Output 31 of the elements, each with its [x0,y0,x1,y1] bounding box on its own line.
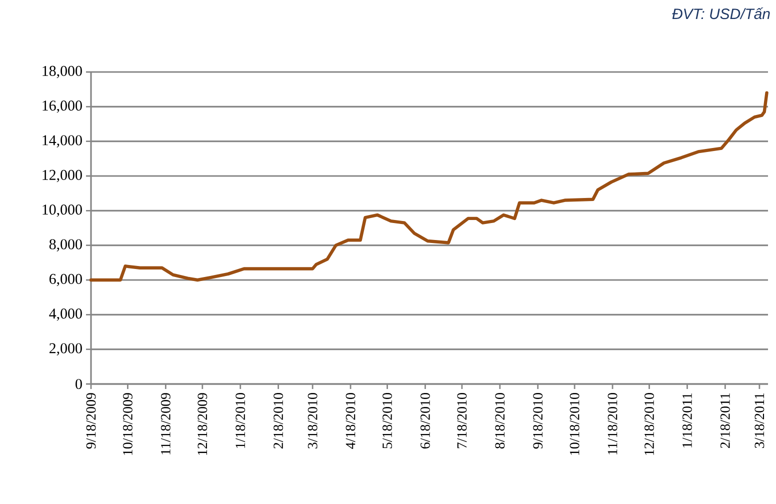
y-tick-label: 12,000 [42,170,82,182]
x-tick-label: 12/18/2009 [198,393,208,455]
x-tick-label: 3/18/2010 [308,393,318,448]
text: ĐVT: USD/Tấn [672,8,770,20]
y-tick-label: 0 [76,378,82,390]
x-tick-label: 2/18/2010 [274,393,284,448]
x-tick-label: 10/18/2010 [570,393,580,455]
x-tick-label: 4/18/2010 [346,393,356,449]
x-tick-label: 11/18/2010 [608,393,618,454]
x-tick-label: 8/18/2010 [495,393,505,449]
x-tick-label: 7/18/2010 [457,393,467,448]
x-tick-label: 10/18/2009 [123,393,132,455]
y-tick-label: 4,000 [49,308,82,321]
x-tick-label: 2/18/2011 [720,393,730,448]
x-tick-label: 1/18/2010 [236,393,246,448]
y-tick-label: 16,000 [42,100,82,113]
x-tick-label: 6/18/2010 [420,393,430,448]
x-tick-label: 5/18/2010 [382,393,392,448]
y-tick-label: 6,000 [49,274,82,286]
x-tick-label: 12/18/2010 [644,393,654,455]
x-tick-label: 9/18/2010 [533,393,543,449]
y-tick-label: 18,000 [42,66,82,78]
y-tick-label: 14,000 [42,135,82,148]
line-series [89,91,768,282]
x-tick-label: 3/18/2011 [754,393,764,448]
x-tick-label: 1/18/2011 [682,393,692,448]
x-tick-label: 11/18/2009 [160,393,170,454]
x-tick-label: 9/18/2009 [86,393,96,449]
y-tick-label: 10,000 [42,204,82,217]
y-tick-label: 2,000 [50,343,82,356]
y-tick-label: 8,000 [49,239,82,252]
